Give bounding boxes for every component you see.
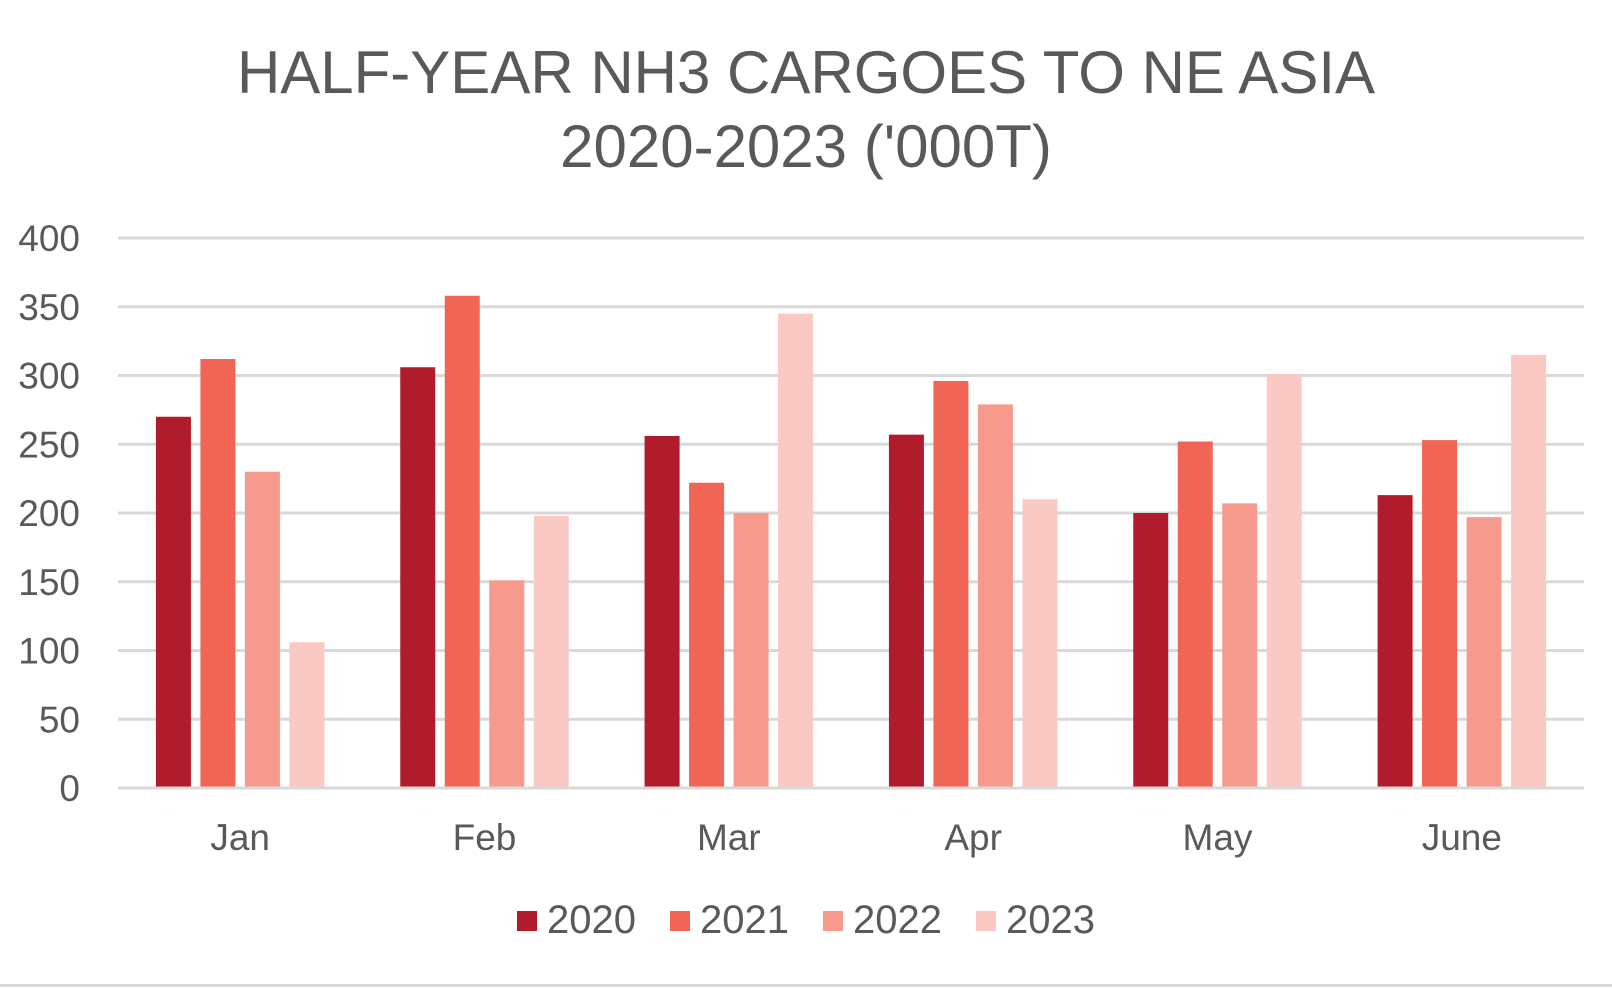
gridlines: [118, 236, 1584, 790]
y-axis-tick-labels: 0 50 100 150 200 250 300 350 400: [18, 218, 80, 809]
y-tick-label-200: 200: [18, 493, 80, 534]
y-tick-label-50: 50: [39, 699, 80, 740]
y-tick-label-0: 0: [59, 768, 80, 809]
bar-mar-2022: [733, 513, 769, 787]
bar-june-2022: [1466, 517, 1502, 787]
y-tick-label-400: 400: [18, 218, 80, 259]
legend-swatch-2023: [975, 910, 996, 931]
legend-label-2023: 2023: [1005, 898, 1095, 942]
bar-feb-2021: [444, 295, 480, 787]
bar-jan-2020: [155, 416, 191, 787]
x-tick-label-jan: Jan: [210, 817, 270, 858]
y-tick-label-300: 300: [18, 356, 80, 397]
legend-label-2020: 2020: [547, 898, 637, 942]
legend-item-2021: 2021: [670, 898, 789, 943]
legend-item-2020: 2020: [517, 898, 636, 943]
bar-mar-2020: [644, 436, 680, 787]
bar-may-2021: [1177, 441, 1213, 787]
bar-may-2023: [1266, 374, 1302, 787]
bars: [155, 295, 1547, 787]
bottom-border: [0, 984, 1612, 987]
x-tick-label-may: May: [1183, 817, 1253, 858]
legend: 2020 2021 2022 2023: [0, 898, 1612, 943]
legend-label-2022: 2022: [853, 898, 942, 942]
y-tick-label-100: 100: [18, 631, 80, 672]
y-tick-label-350: 350: [18, 287, 80, 328]
legend-swatch-2021: [670, 910, 691, 931]
bar-feb-2020: [400, 367, 436, 787]
x-tick-label-feb: Feb: [453, 817, 517, 858]
bar-jan-2023: [289, 642, 325, 787]
y-tick-label-250: 250: [18, 424, 80, 465]
bar-mar-2023: [778, 313, 814, 787]
chart-title-line-2: 2020-2023 ('000T): [560, 113, 1052, 180]
chart-title: HALF-YEAR NH3 CARGOES TO NE ASIA 2020-20…: [0, 36, 1612, 184]
bar-jan-2022: [244, 471, 280, 787]
bar-june-2020: [1377, 495, 1413, 787]
bar-june-2023: [1511, 354, 1547, 787]
legend-swatch-2022: [823, 910, 843, 931]
bar-mar-2021: [689, 482, 725, 787]
bar-apr-2023: [1022, 499, 1058, 787]
y-tick-label-150: 150: [18, 562, 80, 603]
x-tick-label-apr: Apr: [944, 817, 1002, 858]
bar-apr-2022: [977, 404, 1013, 787]
x-tick-label-june: June: [1422, 817, 1502, 858]
x-tick-label-mar: Mar: [697, 817, 761, 858]
bar-june-2021: [1422, 440, 1458, 787]
legend-item-2022: 2022: [823, 898, 942, 943]
bar-feb-2022: [489, 580, 525, 787]
chart-title-line-1: HALF-YEAR NH3 CARGOES TO NE ASIA: [236, 39, 1376, 106]
legend-swatch-2020: [517, 910, 538, 931]
bar-may-2020: [1133, 513, 1169, 787]
legend-item-2023: 2023: [975, 898, 1095, 943]
bar-jan-2021: [200, 359, 236, 787]
legend-label-2021: 2021: [700, 898, 789, 942]
bar-may-2022: [1222, 503, 1258, 787]
bar-apr-2020: [888, 434, 924, 787]
x-axis-tick-labels: Jan Feb Mar Apr May June: [210, 817, 1502, 858]
bar-feb-2023: [533, 515, 569, 787]
bar-apr-2021: [933, 381, 969, 787]
